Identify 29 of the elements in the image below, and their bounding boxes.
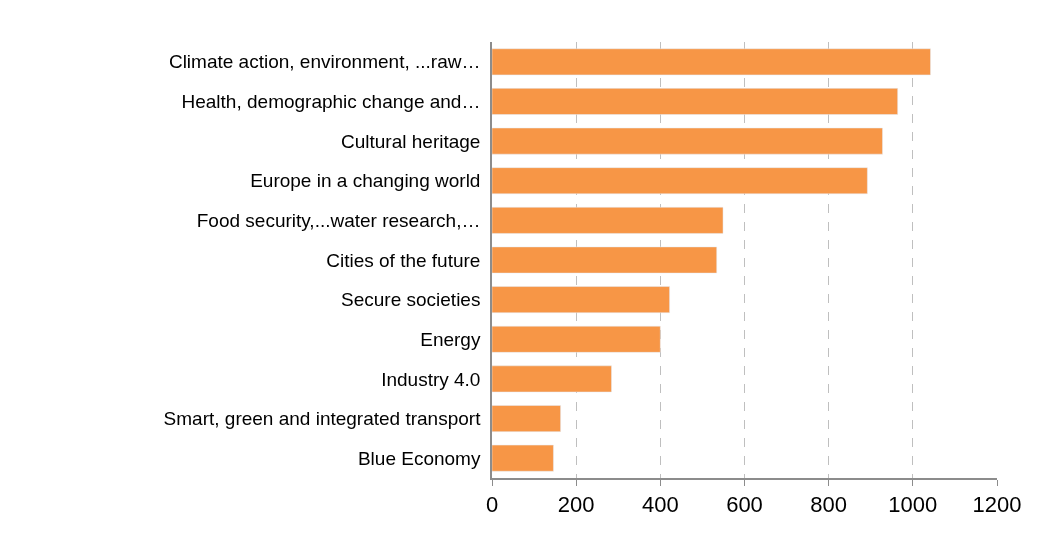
x-tick-label: 0 <box>485 492 499 518</box>
y-tick-label: Health, demographic change and… <box>181 91 481 113</box>
bar <box>492 246 717 274</box>
y-tick-label: Energy <box>420 328 481 350</box>
y-tick-label: Industry 4.0 <box>381 368 481 390</box>
bar <box>492 286 670 313</box>
bar <box>492 207 724 234</box>
x-tick-label: 200 <box>557 492 595 518</box>
bar <box>492 325 661 353</box>
x-tick-label: 400 <box>641 492 679 518</box>
y-tick-label: Europe in a changing world <box>250 170 481 192</box>
y-tick-label: Cultural heritage <box>341 130 481 152</box>
y-tick-label: Smart, green and integrated transport <box>163 408 482 430</box>
y-tick-label: Secure societies <box>341 289 481 311</box>
bar <box>492 444 554 472</box>
bar <box>492 88 898 115</box>
x-tick-label: 600 <box>726 492 763 518</box>
y-tick-label: Blue Economy <box>357 447 481 469</box>
y-tick-label: Food security,...water research,… <box>196 210 481 232</box>
bar <box>492 167 868 195</box>
bar <box>492 48 931 76</box>
y-tick-label: Climate action, environment, ...raw… <box>168 51 481 73</box>
bar <box>492 405 561 432</box>
y-tick-label: Cities of the future <box>326 249 481 271</box>
x-tick-label: 1000 <box>888 492 938 518</box>
bar <box>492 127 883 155</box>
x-tick-label: 1200 <box>972 492 1022 518</box>
x-tick-label: 800 <box>810 492 848 518</box>
bar <box>492 365 612 393</box>
